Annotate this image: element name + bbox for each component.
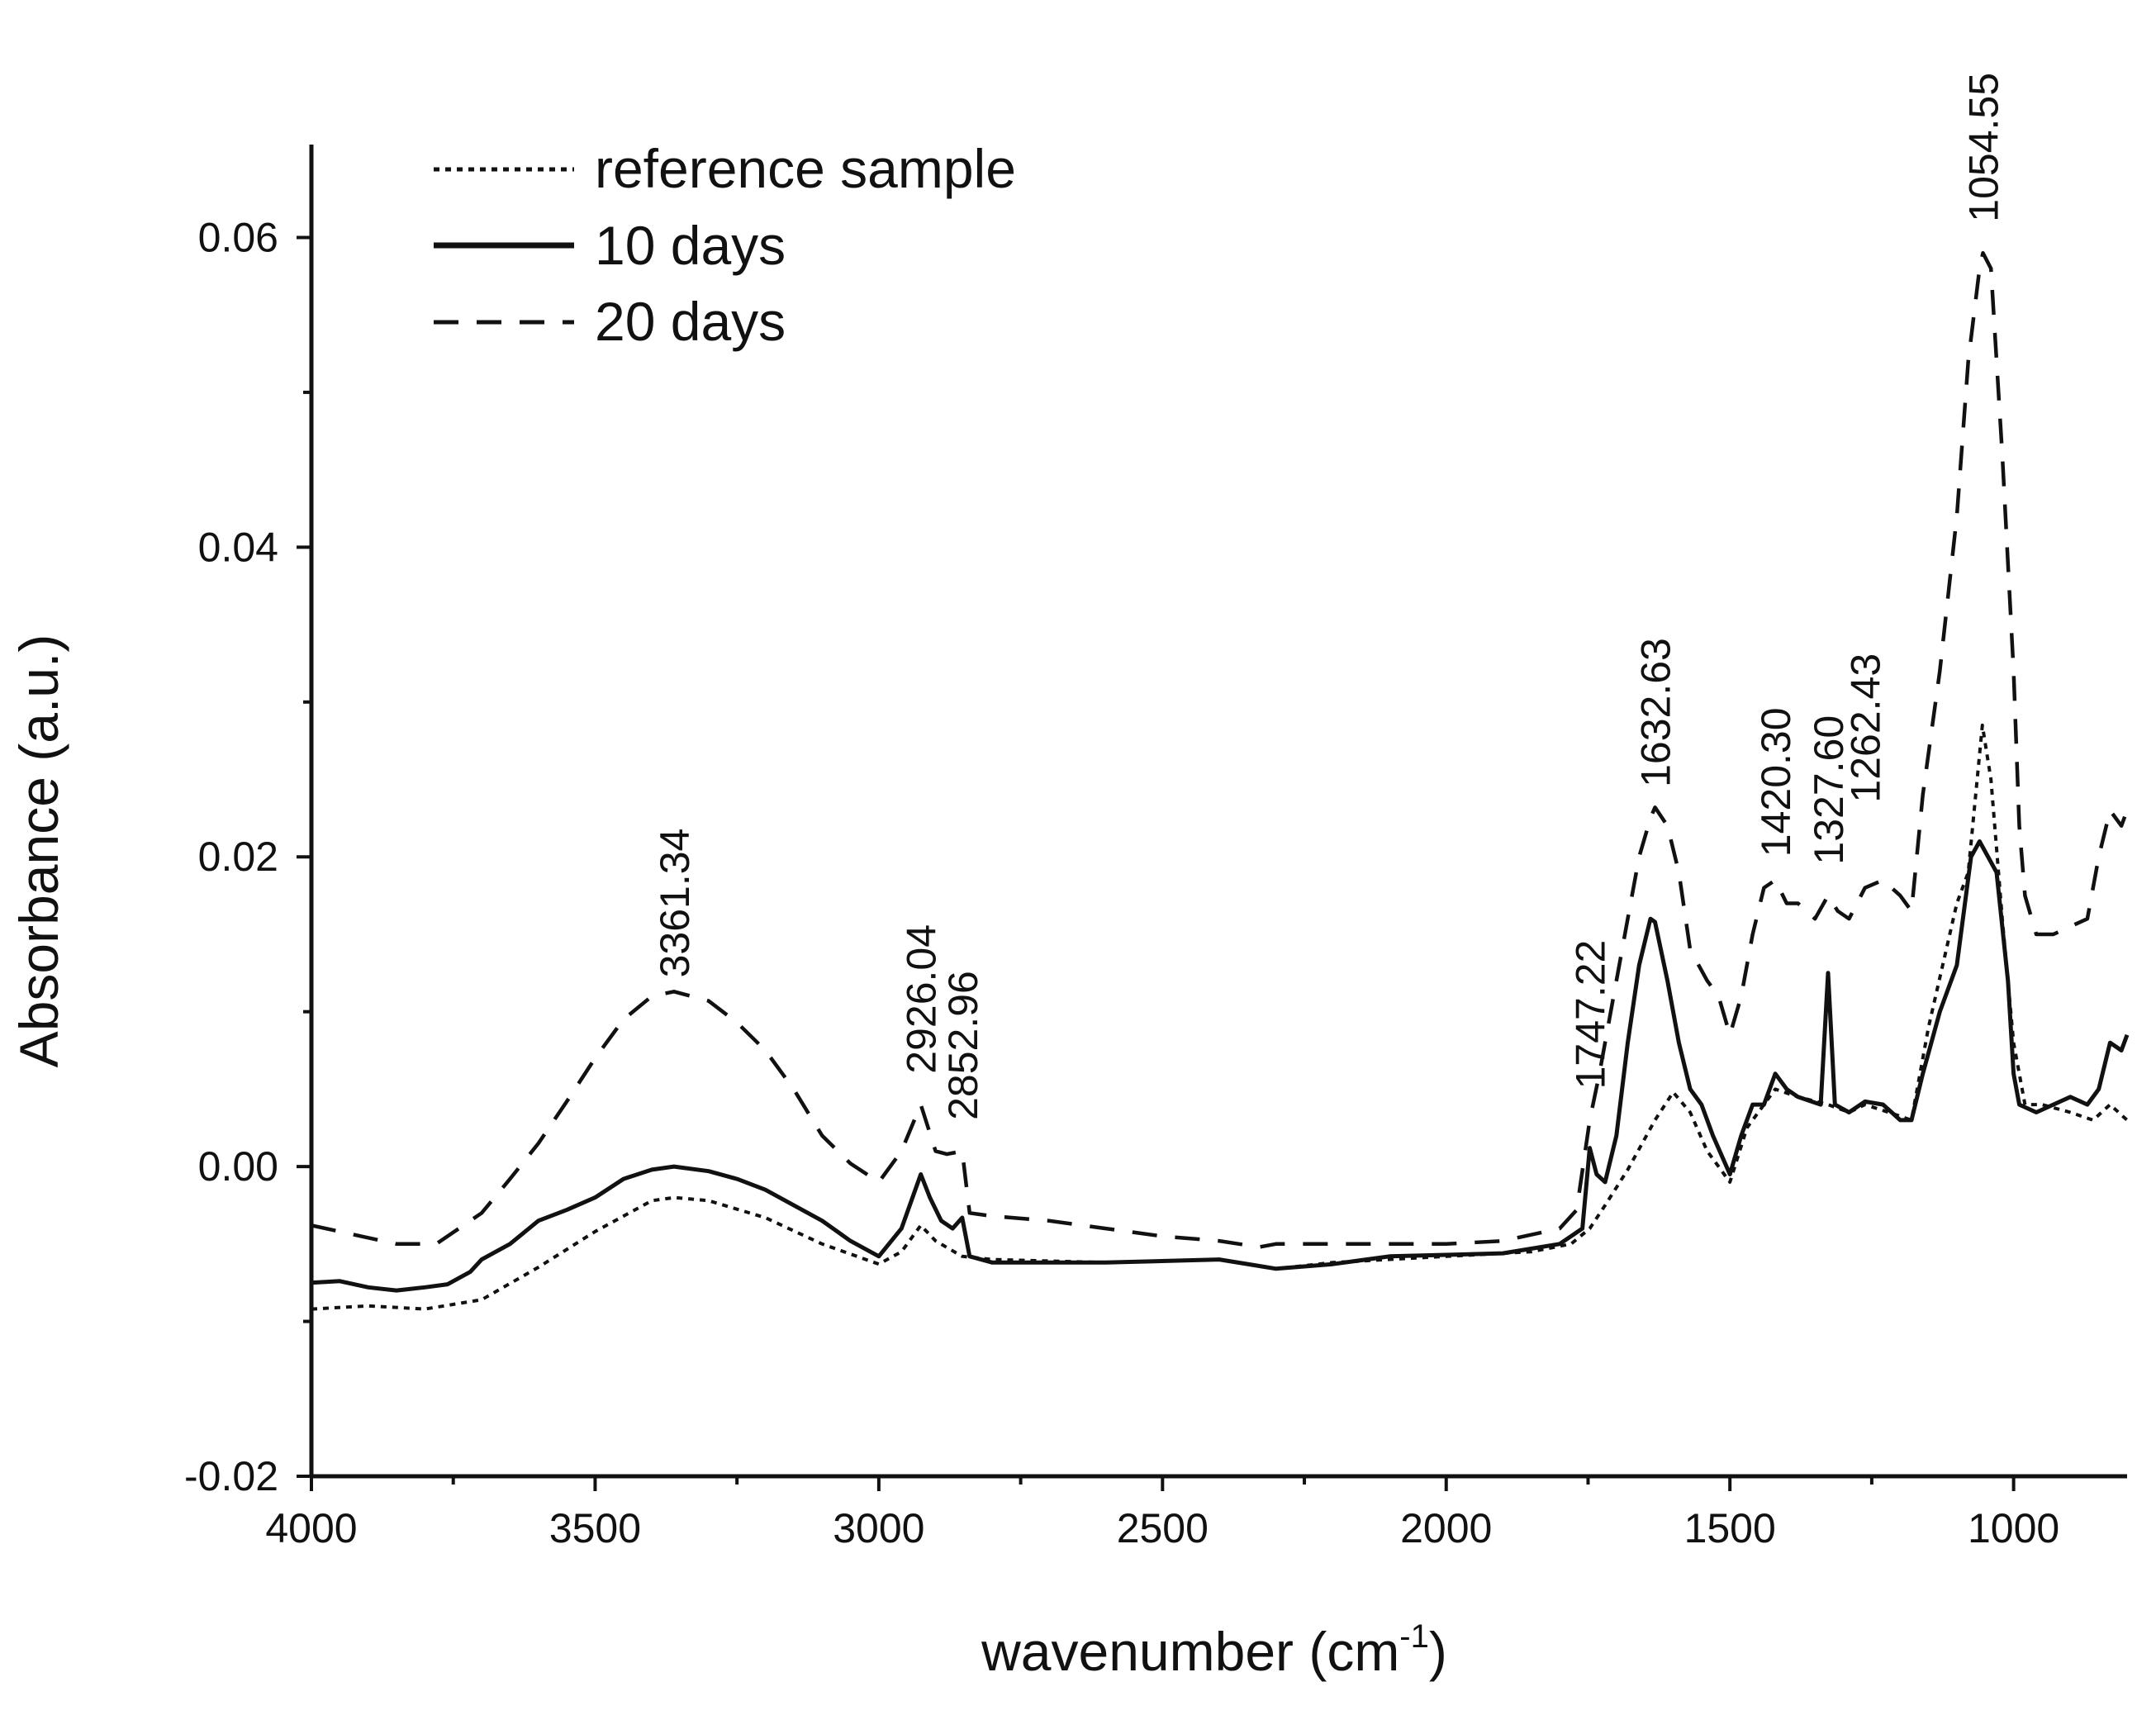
peak-label: 2926.04 xyxy=(899,924,945,1074)
series-line-reference-sample xyxy=(311,723,2129,1311)
x-axis-title-main: wavenumber (cm xyxy=(981,1621,1399,1682)
peak-label: 1632.63 xyxy=(1633,638,1679,787)
x-tick-label: 1000 xyxy=(1968,1505,2059,1551)
y-axis-title: Absorbance (a.u.) xyxy=(8,634,69,1068)
y-tick-label: 0.02 xyxy=(198,834,278,880)
x-tick-label: 2000 xyxy=(1400,1505,1492,1551)
legend: reference sample 10 days 20 days xyxy=(434,138,1016,352)
y-tick-label: -0.02 xyxy=(184,1453,278,1499)
legend-label-reference-sample: reference sample xyxy=(595,138,1016,199)
plot-area: -0.02 0.00 0.02 0.04 0.06 4000 3500 3000 2500 200… xyxy=(184,73,2130,1551)
series-line-10-days xyxy=(311,839,2130,1293)
x-axis-title-superscript: -1 xyxy=(1399,1618,1429,1655)
peak-label: 1054.55 xyxy=(1961,73,2007,222)
y-tick-label: 0.00 xyxy=(198,1143,278,1190)
x-tick-label: 1500 xyxy=(1684,1505,1776,1551)
peak-label: 1327.60 xyxy=(1806,715,1852,865)
legend-entry-10-days: 10 days xyxy=(434,215,786,276)
x-tick-label: 2500 xyxy=(1117,1505,1209,1551)
legend-entry-reference-sample: reference sample xyxy=(434,138,1016,199)
y-tick-label: 0.04 xyxy=(198,524,278,570)
peak-label: 3361.34 xyxy=(652,829,698,978)
x-tick-label: 3500 xyxy=(549,1505,641,1551)
peak-label: 1747.22 xyxy=(1568,940,1614,1090)
legend-label-20-days: 20 days xyxy=(595,291,786,352)
legend-entry-20-days: 20 days xyxy=(434,291,786,352)
y-tick-label: 0.06 xyxy=(198,214,278,260)
series-line-20-days xyxy=(311,250,2130,1249)
legend-label-10-days: 10 days xyxy=(595,215,786,276)
peak-label: 1262.43 xyxy=(1843,653,1889,803)
peak-label: 1420.30 xyxy=(1753,707,1799,857)
x-tick-label: 3000 xyxy=(833,1505,924,1551)
peak-label: 2852.96 xyxy=(940,971,986,1120)
x-axis-title: wavenumber (cm-1) xyxy=(981,1618,1447,1682)
x-axis-title-close: ) xyxy=(1429,1621,1447,1682)
x-tick-label: 4000 xyxy=(265,1505,357,1551)
